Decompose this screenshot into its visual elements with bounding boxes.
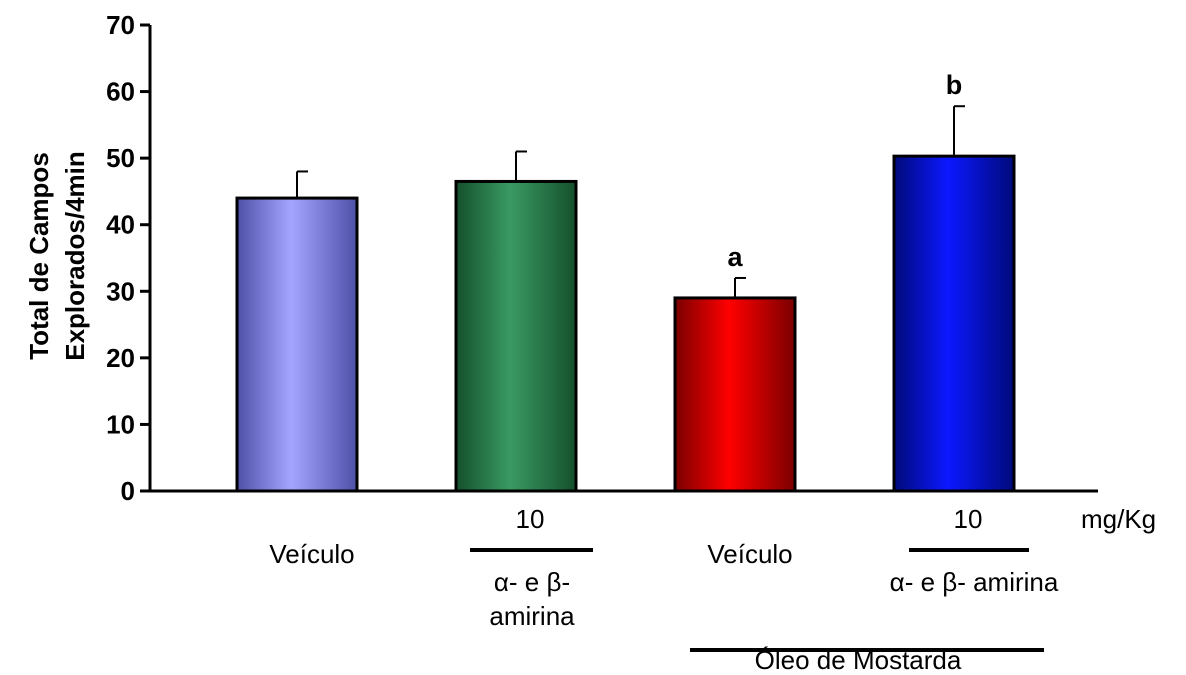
group-label-mostarda: Óleo de Mostarda — [754, 645, 962, 675]
y-tick-label-20: 20 — [106, 343, 135, 373]
dose-label-2: 10 — [515, 504, 545, 534]
group-rule-amirina-2 — [909, 548, 1029, 552]
group-label-amirina-1-line2: amirina — [489, 601, 575, 631]
group-label-amirina-1-line1: α- e β- — [493, 567, 571, 597]
bar-4 — [892, 154, 1016, 493]
y-tick-label-70: 70 — [106, 10, 135, 40]
y-axis-title-line2: Explorados/4min — [60, 151, 90, 361]
y-tick-label-0: 0 — [121, 476, 135, 506]
y-tick-label-10: 10 — [106, 409, 135, 439]
significance-label-3: a — [727, 242, 743, 272]
y-tick-label-30: 30 — [106, 276, 135, 306]
y-tick-label-50: 50 — [106, 143, 135, 173]
y-tick-label-40: 40 — [106, 210, 135, 240]
group-label-amirina-2: α- e β- amirina — [889, 567, 1059, 597]
significance-label-4: b — [946, 70, 963, 100]
y-axis-title-line1: Total de Campos — [24, 152, 54, 360]
y-axis-title: Total de Campos Explorados/4min — [24, 151, 90, 361]
dose-label-4: 10 — [953, 504, 983, 534]
group-label-veiculo-1: Veículo — [269, 539, 355, 569]
dose-unit-label: mg/Kg — [1081, 504, 1157, 534]
group-rule-mostarda — [690, 648, 1044, 652]
bar-3 — [673, 296, 797, 493]
group-rule-amirina-1 — [470, 548, 593, 552]
bar-2 — [454, 179, 578, 493]
bar-1 — [235, 196, 359, 493]
y-tick-label-60: 60 — [106, 77, 135, 107]
group-label-veiculo-2: Veículo — [707, 539, 793, 569]
